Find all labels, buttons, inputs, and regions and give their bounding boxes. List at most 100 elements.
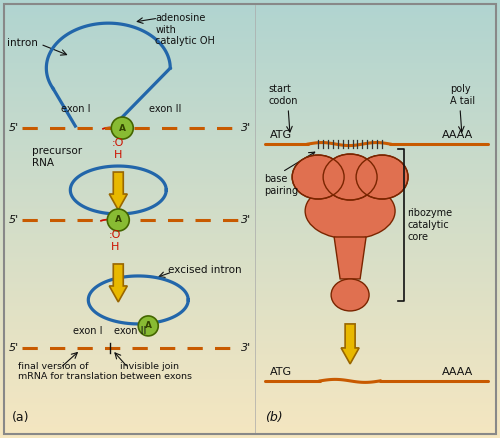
Bar xyxy=(0,172,500,173)
Bar xyxy=(0,70,500,71)
Bar xyxy=(0,434,500,435)
Bar xyxy=(0,44,500,45)
Bar xyxy=(0,130,500,131)
Text: adenosine
with
catalytic OH: adenosine with catalytic OH xyxy=(156,13,215,46)
Bar xyxy=(0,88,500,89)
Bar xyxy=(0,10,500,11)
Bar xyxy=(0,392,500,393)
Bar xyxy=(0,333,500,334)
Bar xyxy=(0,352,500,353)
Bar xyxy=(0,356,500,357)
Bar xyxy=(0,35,500,36)
Bar xyxy=(0,74,500,75)
Bar xyxy=(0,0,500,1)
Bar xyxy=(0,431,500,432)
Bar xyxy=(0,316,500,317)
Bar xyxy=(0,301,500,302)
Bar xyxy=(0,214,500,215)
Bar xyxy=(0,196,500,197)
Bar xyxy=(0,263,500,264)
Text: final version of
mRNA for translation: final version of mRNA for translation xyxy=(18,362,118,381)
Text: AAAA: AAAA xyxy=(442,367,474,377)
Bar xyxy=(0,370,500,371)
Bar xyxy=(0,61,500,62)
Bar xyxy=(0,159,500,160)
Bar xyxy=(0,400,500,401)
Bar xyxy=(0,93,500,94)
Bar xyxy=(0,141,500,142)
Bar xyxy=(0,168,500,169)
Bar xyxy=(0,373,500,374)
Bar xyxy=(0,345,500,346)
Bar xyxy=(0,59,500,60)
Bar xyxy=(0,235,500,236)
Bar xyxy=(0,208,500,209)
Bar xyxy=(0,211,500,212)
Bar xyxy=(0,43,500,44)
Bar xyxy=(0,85,500,86)
Bar xyxy=(0,259,500,260)
Bar xyxy=(0,330,500,331)
Bar xyxy=(0,238,500,239)
Bar xyxy=(0,137,500,138)
Polygon shape xyxy=(110,264,128,302)
Bar xyxy=(0,422,500,423)
Text: 5': 5' xyxy=(9,123,20,133)
Bar xyxy=(0,277,500,278)
Text: H: H xyxy=(114,150,122,160)
Bar xyxy=(0,175,500,176)
Bar xyxy=(0,435,500,436)
Text: ATG: ATG xyxy=(270,367,292,377)
Bar xyxy=(0,359,500,360)
Bar xyxy=(0,51,500,52)
Bar xyxy=(0,18,500,19)
Bar xyxy=(0,393,500,394)
Bar xyxy=(0,77,500,78)
Bar xyxy=(0,242,500,243)
Bar xyxy=(0,287,500,288)
Text: ATG: ATG xyxy=(270,130,292,140)
Text: 5': 5' xyxy=(9,343,20,353)
Bar xyxy=(0,142,500,143)
Bar xyxy=(0,353,500,354)
Bar xyxy=(0,403,500,404)
Bar xyxy=(0,96,500,97)
Bar xyxy=(0,115,500,116)
Bar xyxy=(0,272,500,273)
Bar xyxy=(0,113,500,114)
Bar xyxy=(0,379,500,380)
Bar xyxy=(0,132,500,133)
Bar xyxy=(0,265,500,266)
Bar xyxy=(0,187,500,188)
Bar xyxy=(0,365,500,366)
Bar xyxy=(0,363,500,364)
Bar xyxy=(0,119,500,120)
Text: 3': 3' xyxy=(241,343,252,353)
Bar xyxy=(0,205,500,206)
Text: H: H xyxy=(111,242,120,252)
Bar xyxy=(0,437,500,438)
Bar xyxy=(0,11,500,12)
Bar xyxy=(0,192,500,193)
Bar xyxy=(0,198,500,199)
Bar xyxy=(0,92,500,93)
Bar xyxy=(0,105,500,106)
Bar xyxy=(0,331,500,332)
Bar xyxy=(0,412,500,413)
Bar xyxy=(0,282,500,283)
Bar xyxy=(0,298,500,299)
Bar xyxy=(0,202,500,203)
Bar xyxy=(0,234,500,235)
Bar xyxy=(0,206,500,207)
Bar xyxy=(0,153,500,154)
Bar xyxy=(0,176,500,177)
Bar xyxy=(0,144,500,145)
Bar xyxy=(0,410,500,411)
Bar xyxy=(0,399,500,400)
Bar xyxy=(0,358,500,359)
Bar xyxy=(0,162,500,163)
Bar xyxy=(0,97,500,98)
Bar xyxy=(0,280,500,281)
Text: precursor
RNA: precursor RNA xyxy=(32,146,82,168)
Bar xyxy=(0,106,500,107)
